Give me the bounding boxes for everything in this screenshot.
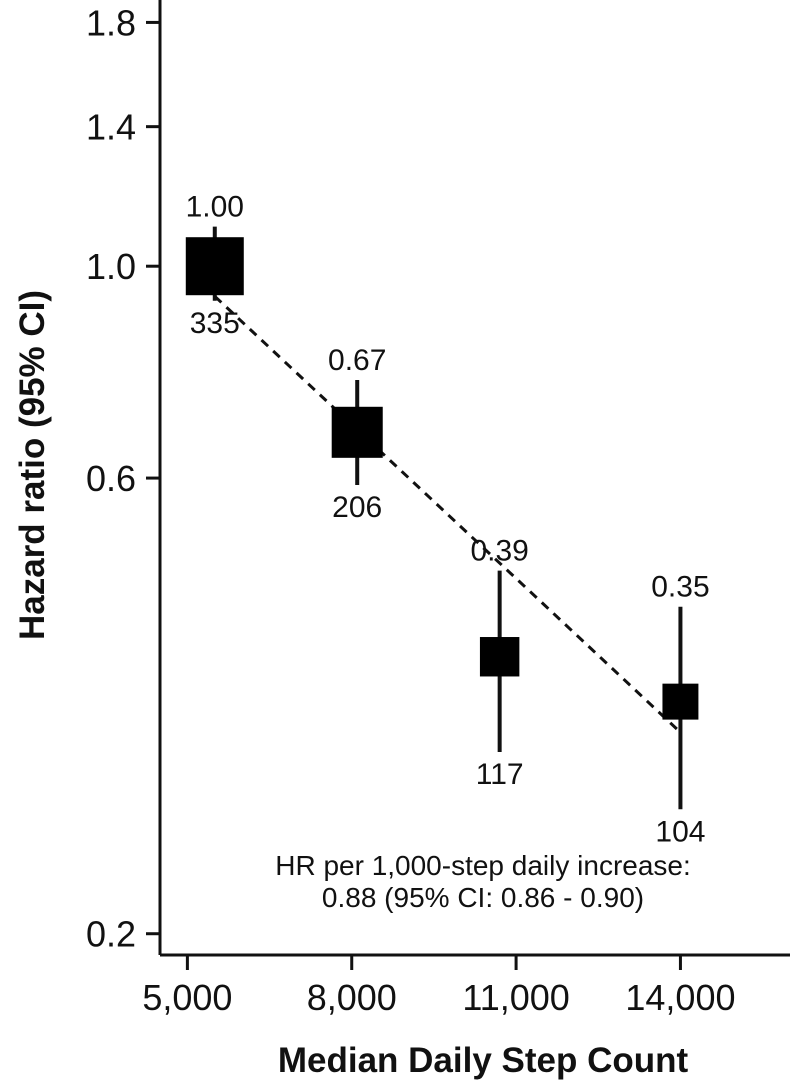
hr-marker: [185, 237, 244, 296]
hr-marker: [479, 637, 520, 677]
hr-value-label: 0.35: [651, 571, 709, 604]
y-axis-title: Hazard ratio (95% CI): [13, 290, 52, 640]
n-count-label: 104: [655, 815, 705, 848]
n-count-label: 335: [190, 307, 240, 340]
axes: 0.2 0.6 1.0 1.4 1.8 5,000 8,000 11,000 14,000: [86, 0, 790, 1018]
trend-line: [213, 295, 682, 734]
x-tick-label: 14,000: [625, 977, 735, 1018]
annotation-line-1: HR per 1,000-step daily increase:: [275, 850, 691, 881]
annotation-line-2: 0.88 (95% CI: 0.86 - 0.90): [322, 882, 644, 913]
x-axis-title: Median Daily Step Count: [278, 1041, 689, 1080]
y-tick-label: 1.8: [86, 2, 136, 43]
hr-marker: [662, 683, 699, 720]
y-tick-label: 1.4: [86, 107, 136, 148]
n-count-label: 117: [476, 758, 524, 791]
trend-line-group: [213, 295, 682, 734]
hr-value-label: 1.00: [186, 191, 244, 224]
n-count-label: 206: [332, 491, 382, 524]
y-tick-label: 1.0: [86, 246, 136, 287]
data-labels: 1.00 335 0.67 206 0.39 117 0.35 104: [186, 191, 710, 849]
hr-marker: [331, 406, 383, 458]
x-tick-label: 11,000: [462, 977, 569, 1018]
y-tick-label: 0.2: [86, 914, 136, 955]
y-tick-label: 0.6: [86, 458, 136, 499]
hr-value-label: 0.67: [328, 344, 386, 377]
x-tick-label: 8,000: [307, 977, 397, 1018]
hr-value-label: 0.39: [470, 535, 528, 568]
x-tick-label: 5,000: [142, 977, 232, 1018]
data-points: [185, 226, 699, 810]
